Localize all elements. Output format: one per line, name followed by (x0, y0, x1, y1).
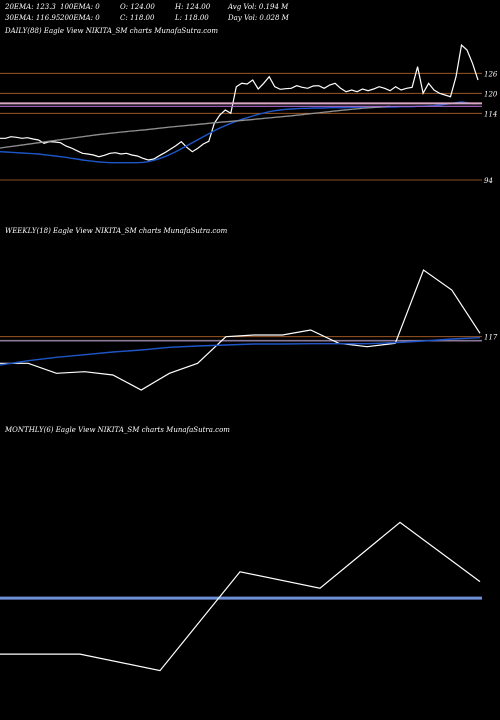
y-tick-label: 94 (484, 177, 493, 185)
daily-ema-line (0, 101, 478, 164)
avg-vol-stat: Avg Vol: 0.194 M (228, 3, 289, 11)
weekly-panel-title: WEEKLY(18) Eagle View NIKITA_SM charts M… (5, 227, 228, 235)
y-tick-label: 114 (484, 110, 497, 118)
ema100-stat: 100EMA: 0 (60, 3, 100, 11)
day-vol-stat: Day Vol: 0.028 M (228, 14, 289, 22)
weekly-price-line (0, 269, 481, 391)
daily-price-line (0, 43, 479, 161)
monthly-panel-title: MONTHLY(6) Eagle View NIKITA_SM charts M… (5, 426, 230, 434)
open-stat: O: 124.00 (120, 3, 155, 11)
y-tick-label: 120 (484, 90, 498, 98)
daily-trend-line (0, 105, 391, 149)
ema30-stat: 30EMA: 116.95 (5, 14, 61, 22)
close-stat: C: 118.00 (120, 14, 155, 22)
y-tick-label: 117 (484, 334, 498, 342)
weekly-ema-line (0, 337, 481, 366)
high-stat: H: 124.00 (175, 3, 211, 11)
ema200-stat: 200EMA: 0 (60, 14, 100, 22)
monthly-price-line (0, 521, 481, 672)
ema20-stat: 20EMA: 123.3 (5, 3, 56, 11)
daily-trend-line (0, 106, 391, 149)
daily-panel-title: DAILY(88) Eagle View NIKITA_SM charts Mu… (5, 27, 218, 35)
y-tick-label: 126 (484, 70, 498, 78)
low-stat: L: 118.00 (175, 14, 209, 22)
